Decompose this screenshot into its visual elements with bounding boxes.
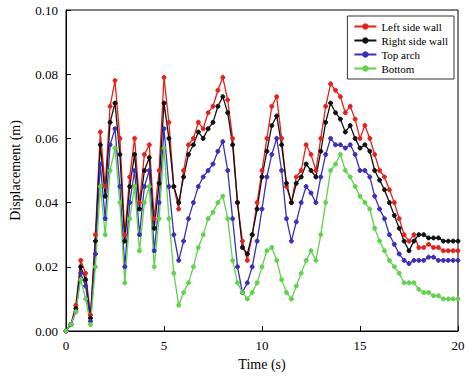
svg-text:Right side wall: Right side wall xyxy=(381,35,448,47)
svg-text:0.06: 0.06 xyxy=(35,131,58,146)
svg-text:0.04: 0.04 xyxy=(35,195,58,210)
svg-text:10: 10 xyxy=(256,338,269,353)
svg-text:0.02: 0.02 xyxy=(35,259,58,274)
svg-text:Bottom: Bottom xyxy=(381,63,414,75)
svg-text:15: 15 xyxy=(354,338,367,353)
svg-text:0: 0 xyxy=(63,338,70,353)
svg-text:Displacement (m): Displacement (m) xyxy=(8,120,24,221)
svg-text:0.10: 0.10 xyxy=(35,3,58,18)
svg-text:Top arch: Top arch xyxy=(381,49,420,61)
svg-text:5: 5 xyxy=(161,338,168,353)
svg-text:20: 20 xyxy=(452,338,465,353)
svg-text:Left side wall: Left side wall xyxy=(381,21,441,33)
svg-text:0.08: 0.08 xyxy=(35,67,58,82)
svg-text:Time (s): Time (s) xyxy=(238,357,286,373)
svg-text:0.00: 0.00 xyxy=(35,324,58,339)
